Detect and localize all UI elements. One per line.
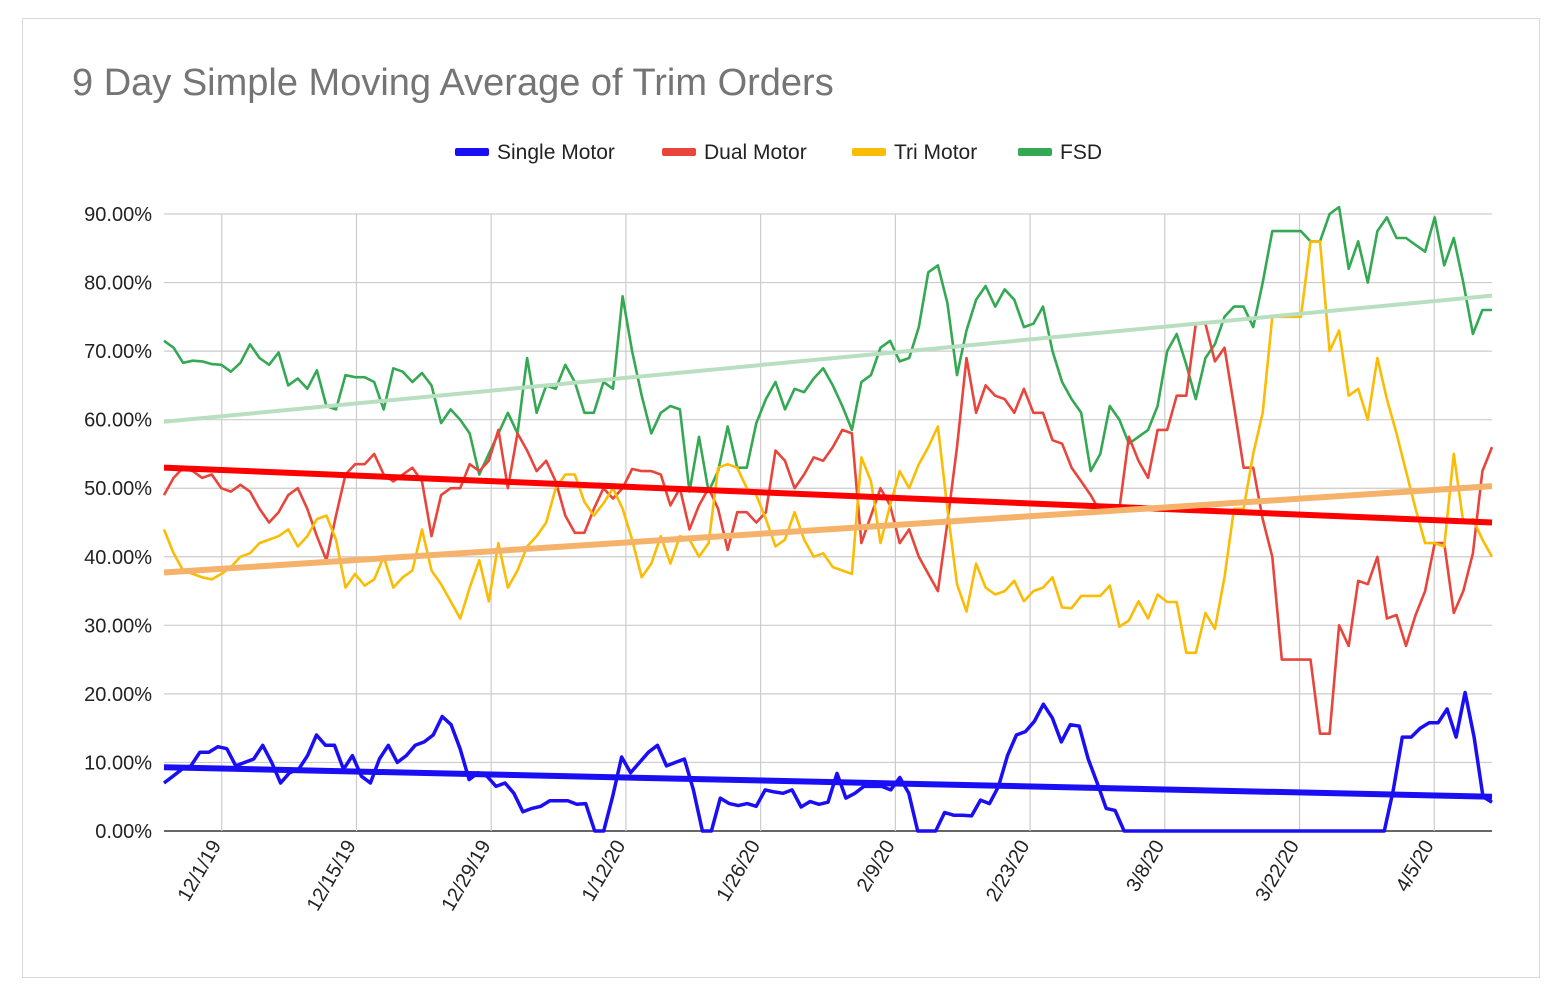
trendline-tri-motor: [163, 483, 1493, 576]
legend-label: FSD: [1060, 141, 1102, 164]
legend: Single Motor Dual Motor Tri Motor FSD: [455, 141, 1102, 164]
y-tick-label: 50.00%: [84, 478, 152, 500]
x-tick-label: 12/1/19: [174, 837, 226, 906]
y-tick-label: 60.00%: [84, 410, 152, 432]
y-tick-label: 40.00%: [84, 547, 152, 569]
x-tick-label: 4/5/20: [1392, 837, 1439, 896]
y-tick-label: 0.00%: [95, 821, 152, 843]
x-tick-label: 1/26/20: [713, 837, 765, 906]
x-tick-label: 3/22/20: [1251, 837, 1303, 906]
series-line-tri-motor: [162, 240, 1494, 655]
trendline-fsd: [163, 293, 1493, 424]
legend-swatch: [455, 148, 489, 156]
legend-swatch: [1018, 148, 1052, 156]
y-tick-label: 80.00%: [84, 273, 152, 295]
legend-label: Tri Motor: [894, 141, 977, 164]
trendline-single-motor: [163, 764, 1493, 800]
x-tick-label: 1/12/20: [578, 837, 630, 906]
x-tick-label: 12/15/19: [303, 837, 361, 915]
x-tick-label: 12/29/19: [438, 837, 496, 915]
trend-lines: [163, 293, 1493, 800]
x-tick-label: 2/23/20: [982, 837, 1034, 906]
legend-label: Single Motor: [497, 141, 615, 164]
legend-label: Dual Motor: [704, 141, 807, 164]
y-tick-label: 90.00%: [84, 204, 152, 226]
y-tick-label: 20.00%: [84, 684, 152, 706]
series-line-fsd: [163, 205, 1492, 493]
series-line-single-motor: [162, 690, 1493, 833]
y-tick-label: 70.00%: [84, 341, 152, 363]
legend-swatch: [852, 148, 886, 156]
series-lines: [162, 205, 1494, 833]
trendline-dual-motor: [163, 464, 1493, 526]
x-tick-label: 3/8/20: [1122, 837, 1169, 896]
gridlines: [164, 213, 1492, 832]
x-tick-label: 2/9/20: [853, 837, 900, 896]
y-tick-label: 30.00%: [84, 615, 152, 637]
y-tick-label: 10.00%: [84, 752, 152, 774]
legend-swatch: [662, 148, 696, 156]
chart-title: 9 Day Simple Moving Average of Trim Orde…: [72, 62, 834, 104]
axes: 0.00% 10.00% 20.00% 30.00% 40.00% 50.00% 60.00…: [84, 204, 1438, 915]
